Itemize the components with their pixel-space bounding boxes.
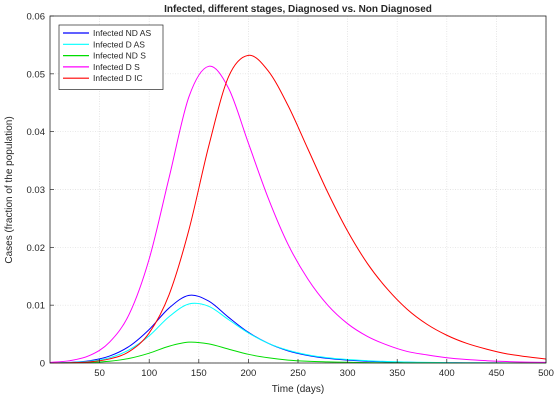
x-tick-label: 250 <box>290 368 306 379</box>
series-line-5 <box>49 54 547 364</box>
legend-entry: Infected ND S <box>93 51 146 61</box>
axis-ticks: 50 100 150 200 250 300 350 400 450 500 0 0.01 0.02 0.… <box>27 12 554 380</box>
y-tick-label: 0.03 <box>27 185 46 196</box>
legend-entry: Infected D AS <box>93 39 145 49</box>
x-tick-label: 350 <box>389 368 405 379</box>
x-axis-label: Time (days) <box>272 384 324 395</box>
x-tick-label: 100 <box>141 368 157 379</box>
x-tick-label: 50 <box>94 368 105 379</box>
series-line-4 <box>49 65 547 363</box>
legend-entry: Infected D S <box>93 62 140 72</box>
x-tick-label: 300 <box>340 368 356 379</box>
x-tick-label: 200 <box>240 368 256 379</box>
y-axis-label: Cases (fraction of the population) <box>4 116 15 263</box>
y-tick-label: 0.02 <box>27 243 46 254</box>
y-tick-label: 0.01 <box>27 301 46 312</box>
y-tick-label: 0 <box>40 359 45 370</box>
chart-title: Infected, different stages, Diagnosed vs… <box>164 4 432 15</box>
legend-entry: Infected ND AS <box>93 28 151 38</box>
x-tick-label: 150 <box>191 368 207 379</box>
y-tick-label: 0.04 <box>27 127 46 138</box>
y-tick-label: 0.05 <box>27 69 46 80</box>
x-tick-label: 450 <box>488 368 504 379</box>
y-tick-label: 0.06 <box>27 12 46 23</box>
x-tick-label: 400 <box>439 368 455 379</box>
legend-entry: Infected D IC <box>93 73 143 83</box>
x-tick-label: 500 <box>538 368 554 379</box>
